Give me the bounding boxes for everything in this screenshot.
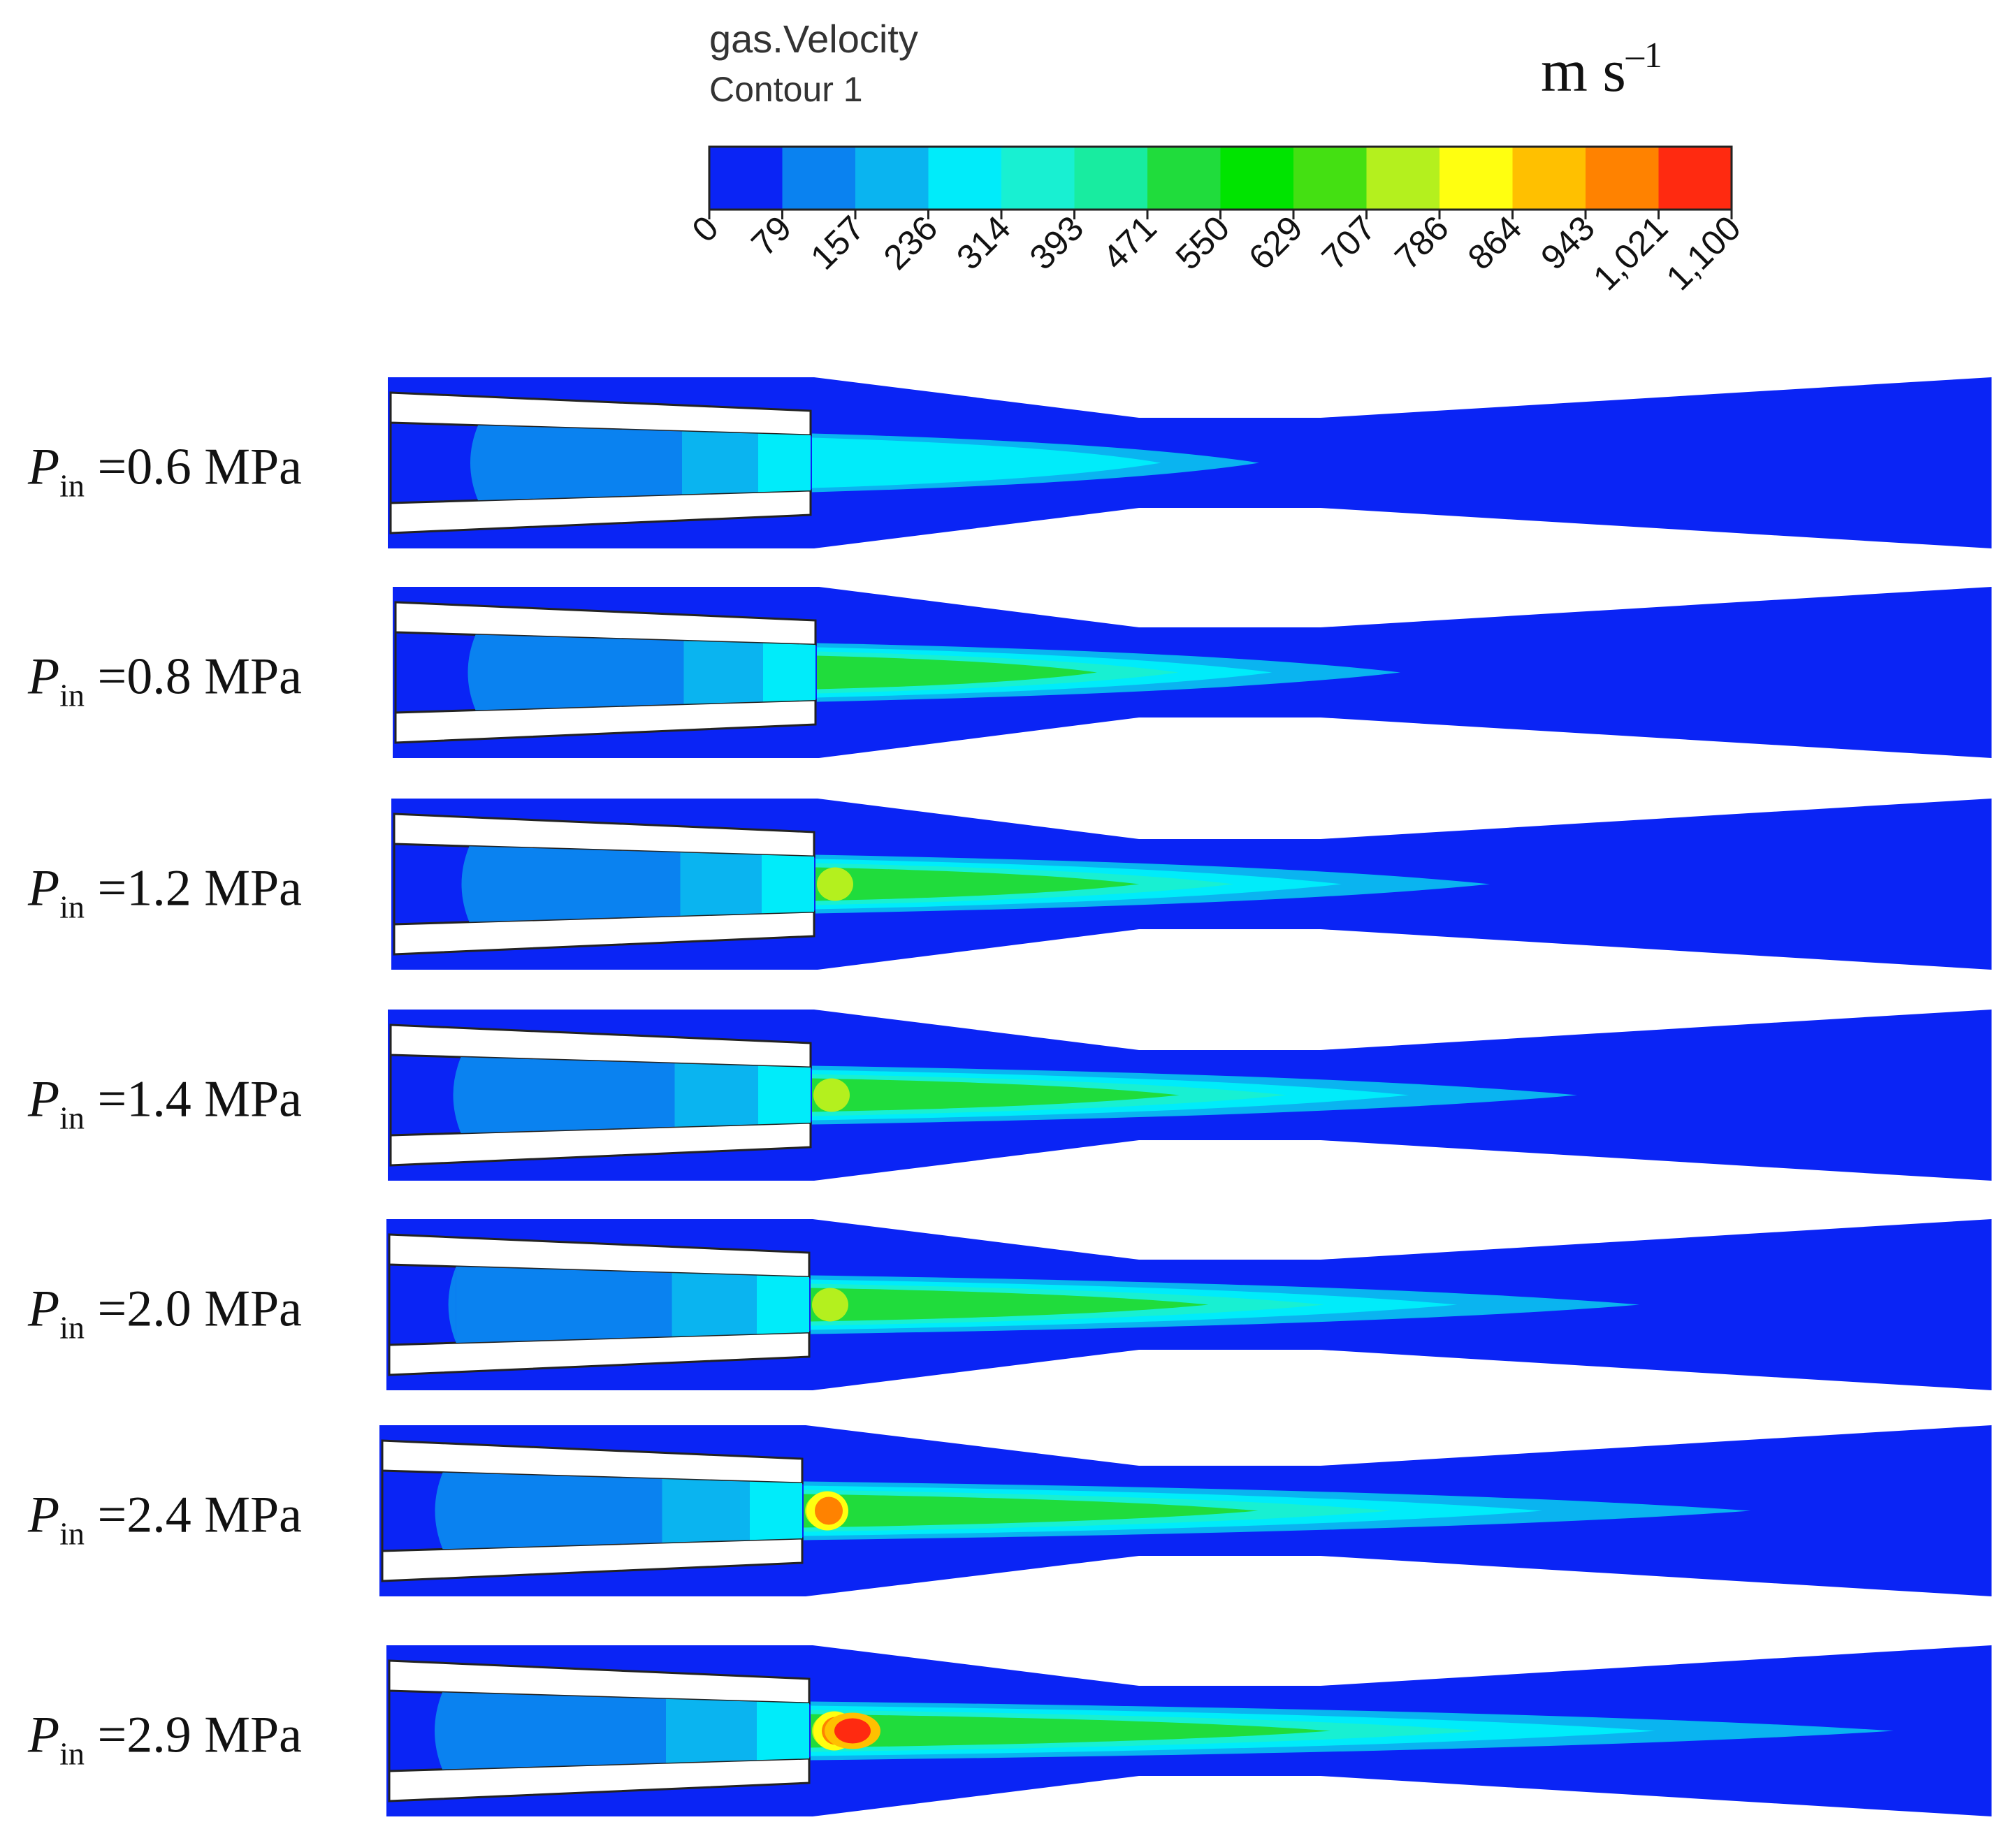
pressure-label-subscript: in (59, 1736, 85, 1772)
pressure-label: Pin =2.9 MPa (27, 1707, 302, 1772)
nozzle-velocity-band (666, 1698, 757, 1763)
contour-panel: Pin =2.9 MPa (27, 1645, 1992, 1816)
nozzle-velocity-band (478, 425, 682, 501)
legend-swatch (1074, 147, 1148, 210)
nozzle-front-curve (461, 846, 470, 922)
nozzle-velocity-band (672, 1273, 757, 1336)
nozzle-velocity-band (757, 1701, 809, 1761)
nozzle-front-curve (448, 1266, 456, 1343)
pressure-label-subscript: in (59, 1100, 85, 1136)
legend-swatch (1586, 147, 1660, 210)
contour-panel: Pin =1.4 MPa (27, 1010, 1992, 1181)
nozzle-velocity-band (758, 1065, 811, 1125)
nozzle-velocity-band (442, 1692, 666, 1770)
legend-swatch (855, 147, 929, 210)
jet-core-high (812, 1288, 848, 1322)
contour-panel: Pin =0.6 MPa (27, 377, 1992, 548)
nozzle-velocity-band (475, 634, 684, 711)
pressure-label: Pin =1.4 MPa (27, 1071, 302, 1136)
pressure-label-symbol: P (27, 1487, 59, 1544)
legend-swatch (1440, 147, 1514, 210)
pressure-label: Pin =0.8 MPa (27, 648, 302, 713)
pressure-label-symbol: P (27, 648, 59, 706)
pressure-label: Pin =2.0 MPa (27, 1281, 302, 1346)
legend-unit: m s–1 (1541, 36, 1662, 104)
nozzle-velocity-band (674, 1063, 758, 1127)
contour-panel: Pin =2.4 MPa (27, 1425, 1992, 1596)
pressure-label-value: =2.0 MPa (85, 1281, 302, 1338)
nozzle-front-curve (467, 634, 476, 711)
jet-core-orange (815, 1496, 843, 1525)
pressure-label-subscript: in (59, 889, 85, 925)
nozzle-velocity-band (762, 854, 814, 914)
pressure-label-subscript: in (59, 678, 85, 713)
legend-swatch (1293, 147, 1368, 210)
pressure-label: Pin =1.2 MPa (27, 860, 302, 925)
pressure-label-symbol: P (27, 1281, 59, 1338)
nozzle-velocity-band (757, 1275, 809, 1334)
legend-swatch (1366, 147, 1440, 210)
nozzle-front-curve (435, 1692, 442, 1770)
legend-subtitle: Contour 1 (709, 70, 863, 109)
jet-plume-layer (811, 1288, 1209, 1322)
pressure-label-value: =2.9 MPa (85, 1707, 302, 1764)
contour-panel: Pin =0.8 MPa (27, 587, 1992, 758)
pressure-label-symbol: P (27, 1071, 59, 1128)
jet-plume-layer (812, 437, 1161, 488)
jet-core-high (817, 867, 853, 901)
jet-plume-layer (804, 1494, 1259, 1528)
pressure-label-subscript: in (59, 468, 85, 504)
legend-title: gas.Velocity (709, 17, 918, 61)
nozzle-velocity-band (750, 1481, 802, 1540)
pressure-label-subscript: in (59, 1310, 85, 1346)
legend-unit-base: m s (1541, 37, 1626, 104)
pressure-label-symbol: P (27, 1707, 59, 1764)
legend-swatch (1512, 147, 1586, 210)
nozzle-velocity-band (680, 852, 762, 916)
jet-plume-layer (815, 867, 1140, 901)
jet-plume-layer (817, 655, 1097, 690)
legend-swatch (709, 147, 783, 210)
nozzle-front-curve (470, 425, 478, 501)
jet-core-high (813, 1078, 850, 1112)
pressure-label-value: =2.4 MPa (85, 1487, 302, 1544)
nozzle-velocity-band (682, 431, 758, 495)
pressure-label: Pin =2.4 MPa (27, 1487, 302, 1552)
contour-panel: Pin =2.0 MPa (27, 1219, 1992, 1390)
nozzle-velocity-band (758, 433, 811, 493)
legend-swatch (1001, 147, 1075, 210)
pressure-label-subscript: in (59, 1516, 85, 1552)
legend-swatch (1147, 147, 1221, 210)
legend-swatch (1220, 147, 1294, 210)
nozzle-velocity-band (683, 641, 763, 704)
nozzle-velocity-band (456, 1266, 672, 1343)
pressure-label-symbol: P (27, 860, 59, 917)
nozzle-velocity-band (442, 1472, 662, 1550)
pressure-label: Pin =0.6 MPa (27, 439, 302, 504)
nozzle-front-curve (435, 1472, 443, 1550)
nozzle-velocity-band (461, 1057, 675, 1133)
jet-core-red (834, 1718, 871, 1744)
legend-color-bar (708, 145, 1733, 211)
pressure-label-value: =0.8 MPa (85, 648, 302, 706)
contour-panel: Pin =1.2 MPa (27, 799, 1992, 970)
jet-plume-layer (812, 1078, 1180, 1112)
pressure-label-value: =1.2 MPa (85, 860, 302, 917)
jet-plume-layer (811, 1714, 1330, 1748)
nozzle-front-curve (453, 1057, 461, 1133)
pressure-label-symbol: P (27, 439, 59, 496)
legend-swatch (1658, 147, 1732, 210)
legend-unit-exponent: –1 (1625, 36, 1662, 75)
legend-swatch (928, 147, 1002, 210)
legend-swatch (782, 147, 856, 210)
nozzle-velocity-band (469, 846, 681, 922)
pressure-label-value: =1.4 MPa (85, 1071, 302, 1128)
nozzle-velocity-band (662, 1479, 750, 1543)
pressure-label-value: =0.6 MPa (85, 439, 302, 496)
nozzle-velocity-band (763, 643, 815, 702)
